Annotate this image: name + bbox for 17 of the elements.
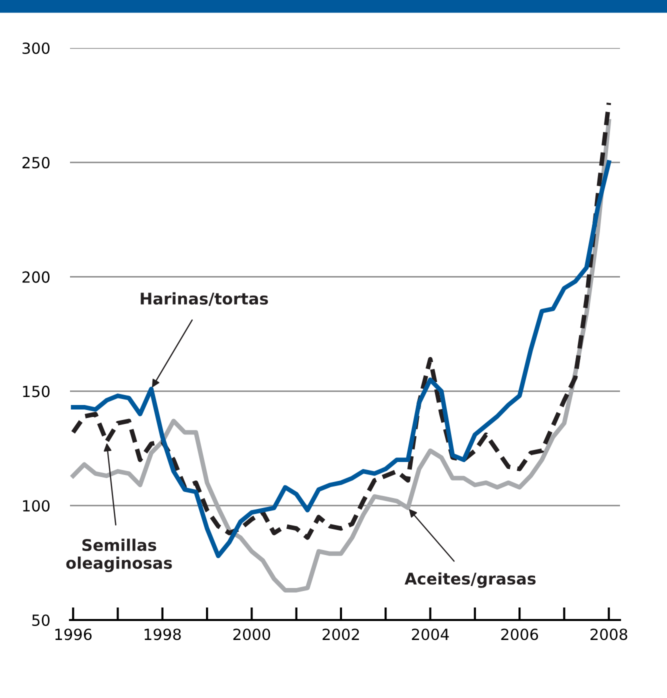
y-tick-label: 100 <box>23 500 50 512</box>
x-tick-label: 1996 <box>55 628 92 640</box>
y-tick-label: 150 <box>23 386 50 398</box>
x-tick-label: 2002 <box>322 628 359 640</box>
x-tick-label: 2006 <box>501 628 538 640</box>
line-series <box>70 160 612 558</box>
annotation: Harinas/tortas <box>140 292 268 306</box>
x-tick-label: 2008 <box>590 628 628 640</box>
x-tick-label: 1998 <box>144 628 181 640</box>
y-tick-label: 300 <box>22 42 50 54</box>
x-tick-label: 2000 <box>233 628 270 640</box>
y-tick-label: 50 <box>32 614 50 626</box>
annotation: Semillas oleaginosas <box>66 538 172 572</box>
y-tick-label: 200 <box>22 271 50 283</box>
y-tick-label: 250 <box>22 156 50 168</box>
annotation: Aceites/grasas <box>404 572 536 588</box>
x-tick-label: 2004 <box>412 628 449 640</box>
